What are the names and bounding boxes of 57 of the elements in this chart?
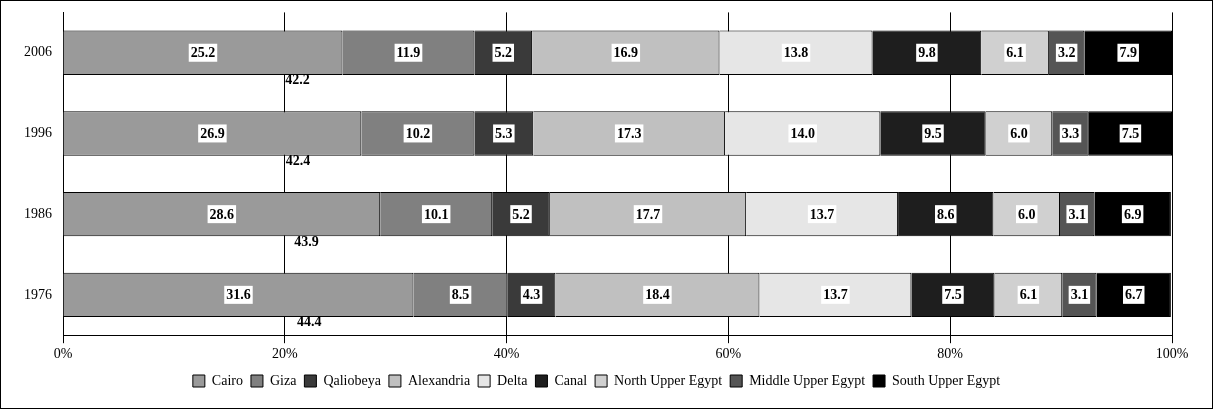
- legend-label: South Upper Egypt: [892, 372, 1001, 388]
- data-label: 13.8: [783, 45, 809, 61]
- data-label: 26.9: [200, 126, 225, 142]
- y-tick-label: 1986: [24, 205, 52, 221]
- data-label: 5.2: [494, 45, 513, 61]
- data-label: 10.1: [423, 206, 449, 222]
- data-label: 13.7: [809, 206, 835, 222]
- data-label: 4.3: [522, 287, 541, 303]
- data-label: 6.1: [1019, 287, 1038, 303]
- x-tick-label: 40%: [493, 346, 520, 362]
- legend-label: Middle Upper Egypt: [749, 372, 866, 388]
- data-label: 9.5: [924, 126, 942, 142]
- data-label: 5.3: [495, 126, 513, 142]
- data-label: 31.6: [226, 287, 251, 303]
- legend-label: Canal: [554, 372, 588, 388]
- x-tick-label: 80%: [937, 346, 964, 362]
- annotation: 42.4: [285, 153, 311, 169]
- data-label: 5.2: [512, 206, 530, 222]
- data-label: 28.6: [209, 206, 235, 222]
- data-label: 3.2: [1057, 45, 1076, 61]
- data-label: 13.7: [823, 287, 848, 303]
- y-tick-label: 1976: [24, 286, 52, 302]
- y-tick-label: 1996: [24, 125, 52, 141]
- data-label: 17.7: [635, 206, 661, 222]
- data-label: 14.0: [790, 126, 815, 142]
- data-label: 6.9: [1123, 206, 1142, 222]
- annotation: 43.9: [294, 233, 319, 249]
- y-tick-label: 2006: [24, 44, 52, 60]
- data-label: 8.5: [451, 287, 470, 303]
- data-label: 3.1: [1070, 287, 1089, 303]
- data-label: 6.0: [1017, 206, 1036, 222]
- x-tick-label: 60%: [715, 346, 742, 362]
- data-label: 7.9: [1119, 45, 1137, 61]
- data-label: 6.7: [1124, 287, 1143, 303]
- legend-label: Alexandria: [407, 372, 471, 388]
- data-label: 17.3: [616, 126, 642, 142]
- data-label: 9.8: [918, 45, 936, 61]
- data-label: 6.0: [1010, 126, 1028, 142]
- x-tick-label: 20%: [271, 346, 298, 362]
- legend-label: Cairo: [211, 372, 243, 388]
- data-label: 18.4: [645, 287, 670, 303]
- data-label: 7.5: [1121, 126, 1140, 142]
- data-label: 6.1: [1006, 45, 1024, 61]
- data-label: 3.1: [1068, 206, 1086, 222]
- x-tick-label: 100%: [1155, 346, 1189, 362]
- data-label: 11.9: [396, 45, 421, 61]
- legend-label: Giza: [269, 372, 298, 388]
- x-tick-label: 0%: [53, 346, 73, 362]
- data-label: 7.5: [944, 287, 962, 303]
- data-label: 16.9: [613, 45, 639, 61]
- data-label: 10.2: [405, 126, 431, 142]
- legend-label: Delta: [497, 372, 529, 388]
- data-label: 8.6: [937, 206, 955, 222]
- data-label: 3.3: [1061, 126, 1080, 142]
- legend-label: Qaliobeya: [323, 372, 382, 388]
- legend-label: North Upper Egypt: [614, 372, 723, 388]
- data-label: 25.2: [190, 45, 216, 61]
